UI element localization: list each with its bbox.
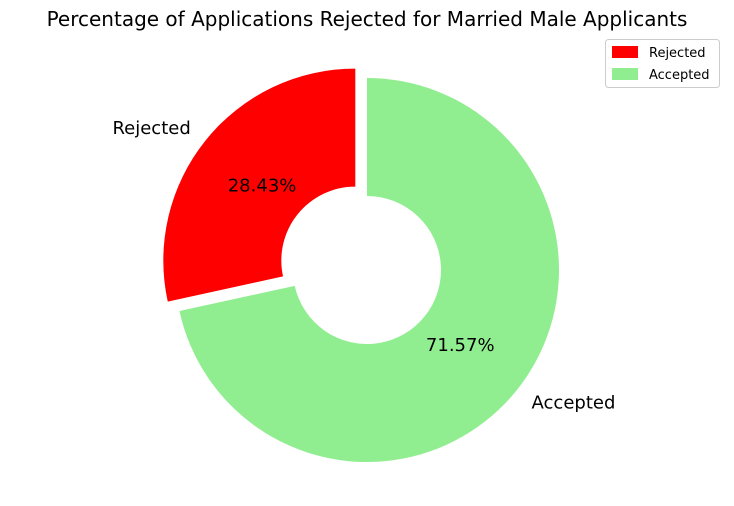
chart-title: Percentage of Applications Rejected for … (47, 7, 688, 31)
legend-swatch-accepted (612, 68, 638, 80)
slice-label-rejected: Rejected (112, 118, 190, 139)
slices-group (163, 68, 559, 463)
slice-accepted (179, 78, 559, 463)
legend-label-rejected: Rejected (649, 46, 706, 61)
slice-rejected (163, 68, 356, 302)
legend-label-accepted: Accepted (649, 68, 710, 83)
slice-label-accepted: Accepted (532, 392, 616, 413)
pct-label-accepted: 71.57% (426, 335, 495, 356)
pct-label-rejected: 28.43% (228, 176, 297, 197)
legend: Rejected Accepted (605, 39, 720, 88)
legend-swatch-rejected (612, 46, 638, 58)
labels-group: 28.43% Rejected 71.57% Accepted (112, 118, 615, 413)
